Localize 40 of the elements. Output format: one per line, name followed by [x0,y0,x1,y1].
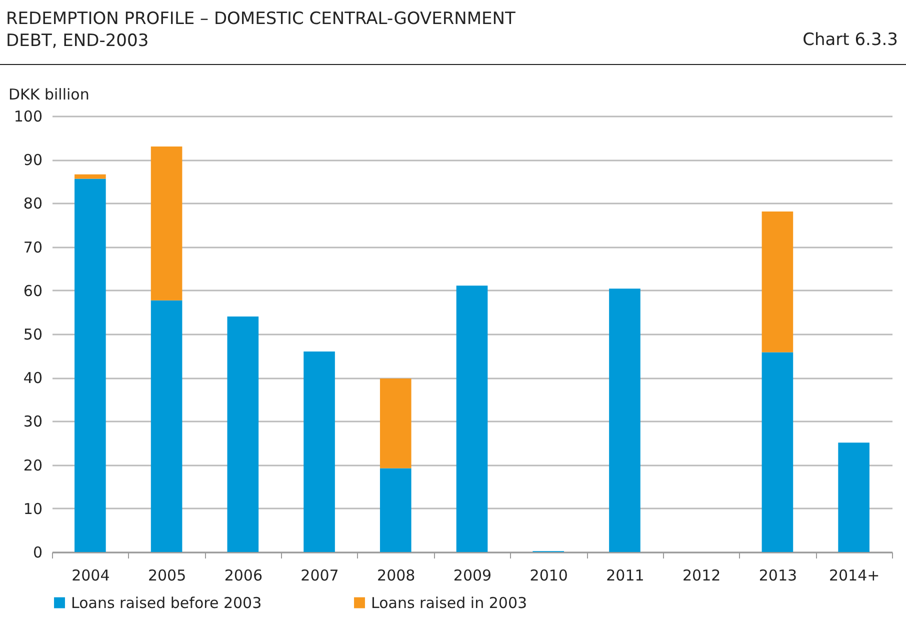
bar [74,178,106,552]
y-tick-label: 100 [14,108,42,126]
legend-label: Loans raised in 2003 [371,594,528,612]
bar [227,316,259,552]
legend-label: Loans raised before 2003 [71,594,262,612]
y-tick-label: 80 [23,194,42,213]
y-tick-label: 0 [32,544,42,562]
bar [380,468,412,552]
y-tick-label: 30 [23,412,42,431]
x-tick-label: 2006 [224,566,263,584]
x-tick-label: 2010 [530,566,568,584]
bar [74,174,106,179]
y-tick-label: 40 [23,369,42,388]
bar [150,146,182,300]
caption: Chart 6.3.3 [802,30,898,50]
x-tick-label: 2014+ [828,566,880,584]
x-tick-label: 2004 [72,566,110,584]
x-tick-label: 2011 [606,566,644,584]
x-tick-label: 2013 [758,566,798,584]
bar [304,351,335,552]
y-tick-label: 70 [23,238,42,256]
x-tick-label: 2005 [148,566,186,584]
y-tick-label: 60 [23,282,42,300]
x-tick-label: 2008 [377,566,416,584]
x-tick-label: 2007 [300,566,339,584]
x-tick-label: 2012 [682,566,721,584]
y-tick-label: 90 [23,151,42,170]
bar [150,300,182,552]
y-axis-title: DKK billion [8,86,90,104]
x-tick-label: 2009 [453,566,492,584]
bar [762,211,794,352]
bar [609,288,640,552]
bar [456,286,488,552]
bar [762,352,794,552]
bar [380,378,412,468]
chart-title: REDEMPTION PROFILE – DOMESTIC CENTRAL-GOVERNMENT DEBT, END-2003 [6,8,516,52]
bar [838,442,870,552]
y-tick-label: 50 [23,326,42,344]
y-tick-label: 20 [23,456,42,474]
y-tick-label: 10 [23,500,42,518]
